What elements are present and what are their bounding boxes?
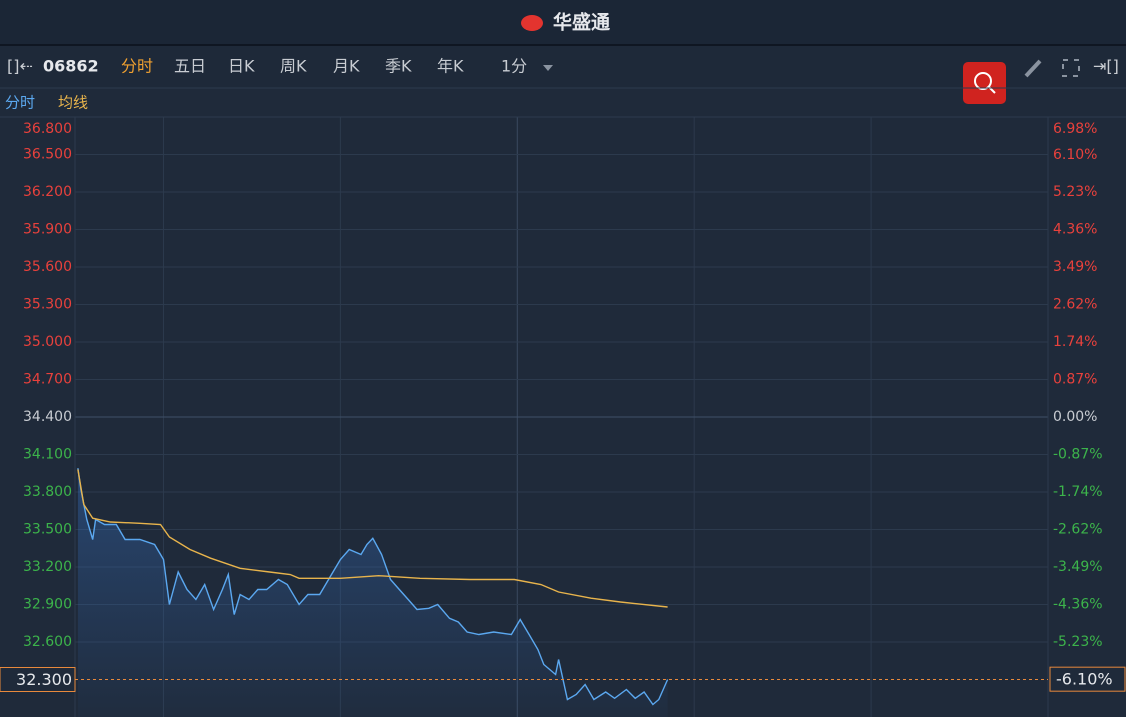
y-tick-label: 34.400 — [23, 409, 72, 425]
caret[interactable] — [543, 65, 553, 71]
y-tick-label: 33.200 — [23, 559, 72, 575]
plot: 36.800 36.500 36.200 35.900 35.600 35.300 35.0… — [0, 116, 1126, 717]
y-tick-label: 33.800 — [23, 484, 72, 500]
exit-icon[interactable]: ⇥[] — [1093, 57, 1119, 76]
pencil-icon[interactable] — [1024, 59, 1042, 78]
y-tick-label: 36.200 — [23, 184, 72, 200]
last-price-box — [0, 667, 76, 692]
y2-tick-label: -3.49% — [1053, 559, 1103, 575]
series-line — [77, 469, 668, 608]
back-icon[interactable]: []⇠ — [7, 57, 33, 76]
y2-tick-label: 5.23% — [1053, 184, 1097, 200]
logo-icon — [521, 15, 543, 31]
series-line — [77, 468, 669, 706]
tab[interactable]: 月K — [333, 57, 360, 76]
y2-tick-label: -1.74% — [1053, 484, 1103, 500]
y2-tick-label: 1.74% — [1053, 334, 1097, 350]
last-change-box — [1049, 666, 1126, 692]
price-area — [77, 468, 668, 717]
header-title: 华盛通 — [553, 11, 611, 34]
search-icon — [974, 72, 992, 90]
y-tick-label: 35.600 — [23, 259, 72, 275]
y-tick-label: 35.300 — [23, 297, 72, 313]
header-bar — [0, 0, 1126, 45]
tab[interactable]: 周K — [280, 57, 307, 76]
y-tick-label: 34.100 — [23, 447, 72, 463]
expand-icon[interactable] — [1062, 59, 1080, 77]
toolbar — [0, 46, 1126, 88]
y-tick-label: 33.500 — [23, 522, 72, 538]
stock-code: 06862 — [43, 57, 99, 76]
y2-tick-label: -5.23% — [1053, 634, 1103, 650]
tab[interactable]: 年K — [437, 57, 464, 76]
y2-tick-label: -4.36% — [1053, 596, 1103, 612]
y-tick-label: 34.700 — [23, 372, 72, 388]
y-tick-label: 32.600 — [23, 634, 72, 650]
tab[interactable]: 日K — [228, 57, 255, 76]
y2-tick-label: 0.00% — [1053, 409, 1097, 425]
tab[interactable]: 五日 — [174, 57, 206, 76]
tab[interactable]: 分时 — [121, 57, 153, 76]
y-tick-label: 36.500 — [23, 147, 72, 163]
y-tick-label: 35.000 — [23, 334, 72, 350]
legend-entry: 均线 — [58, 94, 88, 112]
y2-tick-label: 6.10% — [1053, 147, 1097, 163]
legend-entry: 分时 — [5, 94, 35, 112]
search-button[interactable] — [963, 62, 1006, 104]
y2-tick-label: 2.62% — [1053, 296, 1097, 312]
y2-tick-label: 6.98% — [1053, 121, 1097, 137]
y-tick-label: 32.900 — [23, 597, 72, 613]
last-change-label: -6.10% — [1056, 670, 1113, 689]
y2-tick-label: 4.36% — [1053, 222, 1097, 238]
tabs: 分时 五日 日K 周K 月K 季K 年K — [121, 57, 464, 76]
y-tick-label: 36.800 — [23, 121, 72, 137]
tab[interactable]: 季K — [385, 57, 412, 76]
interval[interactable]: 1分 — [501, 57, 527, 76]
last-price-label: 32.300 — [16, 670, 72, 689]
y2-tick-label: 0.87% — [1053, 372, 1097, 388]
y-tick-label: 35.900 — [23, 222, 72, 238]
y2-tick-label: -2.62% — [1053, 522, 1103, 538]
y2-tick-label: 3.49% — [1053, 259, 1097, 275]
y2-tick-label: -0.87% — [1053, 446, 1103, 462]
